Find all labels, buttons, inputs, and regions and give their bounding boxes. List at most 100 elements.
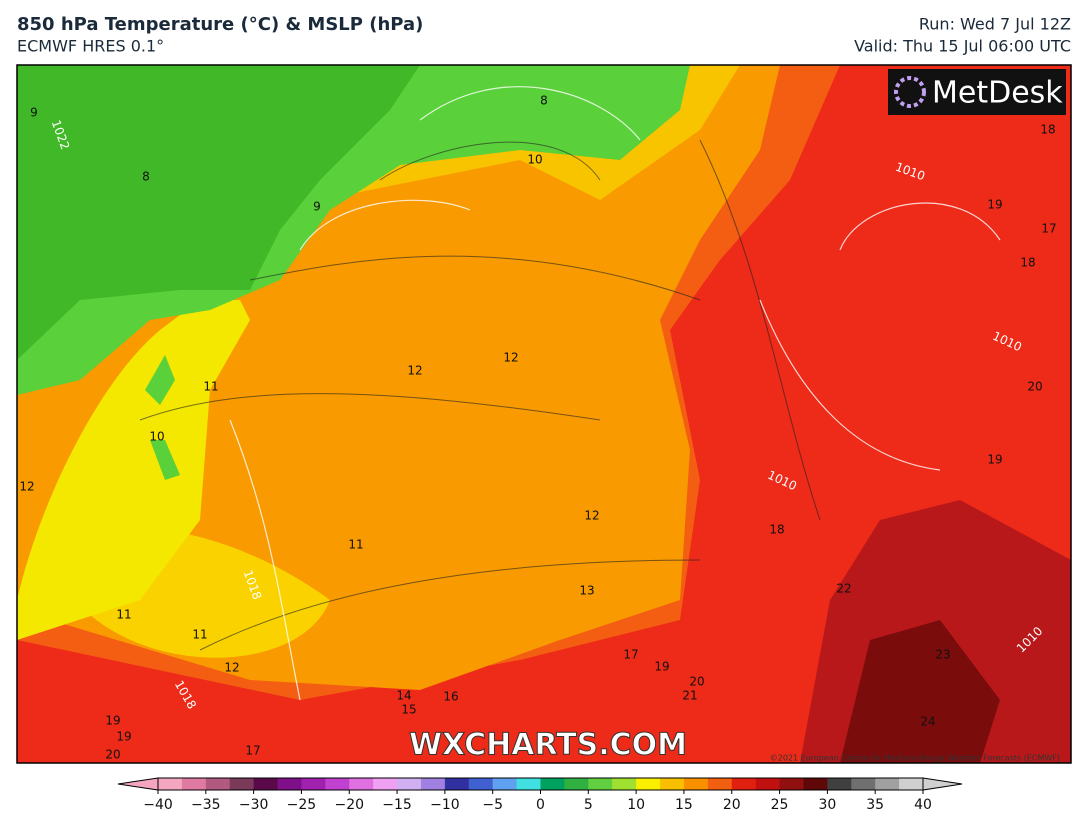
colorbar-high-arrow [922,777,963,791]
isotherm-label: 8 [540,94,548,108]
isotherm-label: 12 [584,509,599,523]
isotherm-label: 15 [401,703,416,717]
colorbar-cell [755,778,781,790]
isotherm-label: 13 [579,584,594,598]
isotherm-label: 22 [836,582,851,596]
isotherm-label: 18 [1020,256,1035,270]
isotherm-label: 11 [116,608,131,622]
isotherm-label: 18 [1040,123,1055,137]
colorbar-tick-label: 40 [914,797,932,813]
valid-time: Valid: Thu 15 Jul 06:00 UTC [854,37,1071,56]
isotherm-label: 12 [224,661,239,675]
isotherm-label: 20 [105,748,120,762]
logo-box [888,69,1066,115]
isotherm-label: 12 [503,351,518,365]
colorbar-cell [349,778,374,790]
colorbar-cell [540,778,565,790]
colorbar-cell [612,778,637,790]
isotherm-label: 11 [203,380,218,394]
colorbar-tick-label: −15 [382,797,412,813]
isotherm-label: 9 [313,200,321,214]
isotherm-label: 20 [689,675,704,689]
colorbar-tick-label: −40 [143,797,173,813]
copyright: ©2021 European Centre for Medium-Range W… [770,754,1060,763]
colorbar-cell [444,778,470,790]
colorbar-tick-label: 30 [818,797,836,813]
colorbar-cell [492,778,518,790]
map-frame [16,64,1072,764]
isotherm-label: 10 [527,153,542,167]
isotherm-label: 17 [245,744,260,758]
title: 850 hPa Temperature (°C) & MSLP (hPa) [17,14,423,35]
isotherm-label: 19 [654,660,669,674]
colorbar-cell [420,778,446,790]
isotherm-label: 9 [30,106,38,120]
colorbar-tick-label: 5 [584,797,593,813]
colorbar-tick-label: 35 [866,797,884,813]
colorbar-cell [229,778,255,790]
watermark: WXCHARTS.COM [409,728,687,763]
isotherm-label: 8 [142,170,150,184]
colorbar-cell [779,778,804,790]
colorbar-cell [325,778,350,790]
isotherm-label: 11 [192,628,207,642]
colorbar-tick-label: −10 [430,797,460,813]
logo-text: MetDesk [932,76,1063,111]
isotherm-label: 21 [682,689,697,703]
colorbar-cell [301,778,326,790]
colorbar-tick-label: 15 [675,797,693,813]
isotherm-label: 11 [348,538,363,552]
isotherm-label: 16 [443,690,458,704]
isotherm-label: 12 [407,364,422,378]
isotherm-label: 24 [920,715,935,729]
colorbar-cell [373,778,398,790]
isotherm-label: 12 [19,480,34,494]
colorbar-cell [660,778,685,790]
colorbar-cell [397,778,422,790]
isotherm-label: 18 [769,523,784,537]
logo-icon [894,76,926,108]
colorbar-tick-label: −20 [334,797,364,813]
colorbar-tick-label: −25 [287,797,317,813]
colorbar-cell [588,778,613,790]
colorbar-tick-label: 25 [771,797,789,813]
colorbar-cell [683,778,709,790]
colorbar-cell [636,778,661,790]
colorbar-tick-label: −30 [239,797,269,813]
colorbar-cell [181,778,207,790]
colorbar-cell [253,778,279,790]
isotherm-label: 23 [935,648,950,662]
colorbar-cell [875,778,900,790]
colorbar-cell [827,778,852,790]
colorbar-cell [564,778,589,790]
subtitle: ECMWF HRES 0.1° [17,37,164,56]
colorbar-tick-label: 10 [627,797,645,813]
colorbar-cell [731,778,757,790]
isotherm-label: 19 [987,453,1002,467]
colorbar-cell [707,778,733,790]
run-time: Run: Wed 7 Jul 12Z [919,15,1071,34]
isotherm-label: 20 [1027,380,1042,394]
colorbar-low-arrow [117,777,159,791]
isotherm-label: 19 [116,730,131,744]
colorbar-cell [899,778,924,790]
colorbar-cell [803,778,828,790]
isotherm-label: 17 [623,648,638,662]
colorbar-cell [158,778,183,790]
colorbar-cell [277,778,302,790]
map-field [17,65,1071,763]
isotherm-label: 19 [105,714,120,728]
isotherm-label: 17 [1041,222,1056,236]
colorbar-tick-label: −5 [482,797,503,813]
colorbar-cell [516,778,541,790]
colorbar-cell [205,778,231,790]
colorbar-tick-label: 20 [723,797,741,813]
colorbar-cell [468,778,494,790]
isotherm-label: 19 [987,198,1002,212]
isotherm-label: 10 [149,430,164,444]
colorbar-cell [851,778,876,790]
colorbar-tick-label: −35 [191,797,221,813]
colorbar-tick-label: 0 [536,797,545,813]
isotherm-label: 14 [396,689,411,703]
